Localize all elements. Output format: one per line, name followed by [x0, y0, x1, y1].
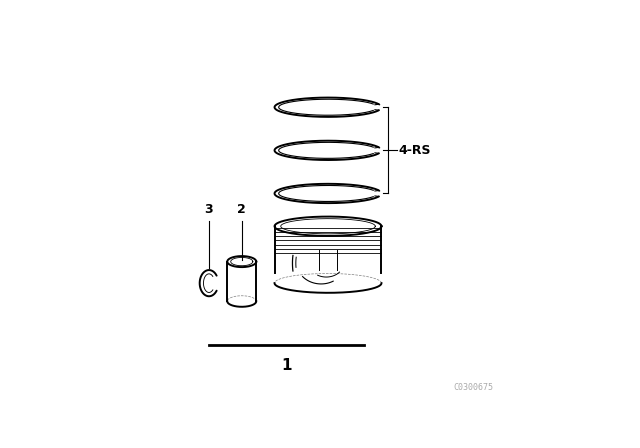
Text: C0300675: C0300675: [454, 383, 493, 392]
Text: 3: 3: [205, 203, 213, 216]
Text: 2: 2: [237, 203, 246, 216]
Text: 4-RS: 4-RS: [399, 144, 431, 157]
Text: 1: 1: [282, 358, 292, 374]
